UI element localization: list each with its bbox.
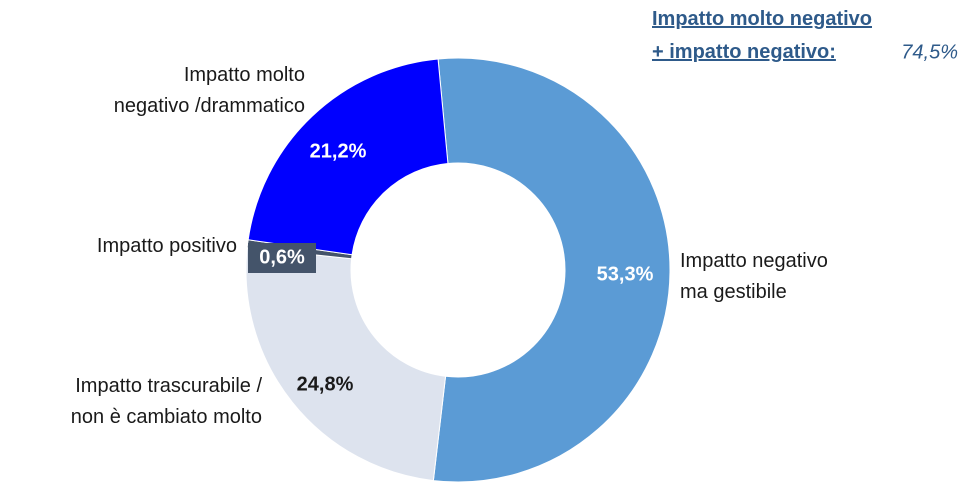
category-label: Impatto molto negativo /drammatico bbox=[114, 64, 305, 117]
category-label: Impatto negativo ma gestibile bbox=[680, 250, 828, 303]
donut bbox=[245, 57, 671, 483]
value-label-box bbox=[248, 243, 316, 273]
annotation-value: 74,5% bbox=[901, 41, 958, 63]
category-label: Impatto trascurabile / non è cambiato mol… bbox=[71, 375, 263, 428]
slice bbox=[245, 247, 447, 482]
value-label: 21,2% bbox=[310, 140, 367, 162]
slice bbox=[432, 57, 671, 483]
value-label: 53,3% bbox=[597, 263, 654, 285]
annotation-text: Impatto molto negativo + impatto negativo… bbox=[652, 8, 872, 63]
value-label: 0,6% bbox=[259, 246, 305, 268]
slice bbox=[247, 58, 449, 256]
category-label: Impatto positivo bbox=[97, 235, 237, 257]
value-label: 24,8% bbox=[297, 373, 354, 395]
